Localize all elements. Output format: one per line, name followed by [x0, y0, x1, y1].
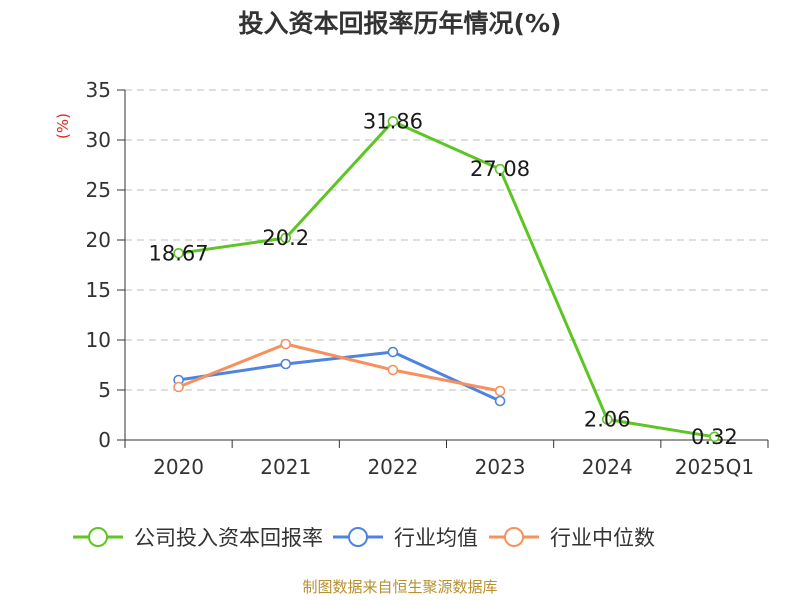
series-line	[178, 350, 501, 403]
data-point	[280, 232, 292, 244]
legend: 公司投入资本回报率 行业均值 行业中位数	[73, 526, 655, 550]
legend-marker	[504, 527, 524, 547]
data-label: 27.08	[470, 157, 530, 181]
data-point	[173, 248, 184, 259]
axes: 0 5 10 15 20 25 30 35 2020 2021 2022 2023 2024 2025Q1…	[54, 78, 769, 479]
x-tick-label: 2022	[367, 455, 418, 479]
x-tick-label: 2024	[582, 455, 633, 479]
data-label: 0.32	[691, 425, 738, 449]
chart-title: 投入资本回报率历年情况(%)	[238, 9, 562, 38]
data-point	[280, 358, 292, 370]
y-tick-label: 35	[86, 78, 111, 102]
legend-label: 行业中位数	[550, 526, 655, 550]
data-label: 31.86	[363, 109, 423, 133]
x-tick-label: 2025Q1	[675, 455, 754, 479]
y-tick-label: 15	[86, 278, 111, 302]
data-point	[494, 163, 506, 175]
series-lines	[173, 116, 720, 443]
data-point	[173, 381, 184, 393]
x-tick-label: 2020	[153, 455, 204, 479]
data-label: 18.67	[149, 241, 209, 265]
y-tick-label: 30	[86, 128, 111, 152]
grid-lines	[125, 89, 768, 391]
y-tick-label: 20	[86, 228, 111, 252]
series-line	[178, 119, 715, 439]
data-point	[709, 431, 720, 443]
legend-label: 行业均值	[394, 526, 478, 550]
data-point	[280, 338, 292, 350]
series-line	[178, 342, 501, 393]
legend-marker	[88, 527, 108, 547]
y-tick-label: 25	[86, 178, 111, 202]
y-tick-label: 10	[86, 328, 111, 352]
y-tick-label: 5	[98, 378, 111, 402]
data-label: 20.2	[262, 226, 309, 250]
y-axis-label: (%)	[54, 113, 72, 139]
source-note: 制图数据来自恒生聚源数据库	[302, 578, 498, 596]
legend-marker	[348, 527, 368, 547]
data-labels: 18.67 20.2 31.86 27.08 2.06 0.32	[149, 109, 738, 448]
data-point	[387, 364, 399, 376]
data-point	[387, 346, 399, 358]
data-point	[387, 116, 399, 127]
legend-label: 公司投入资本回报率	[134, 526, 323, 550]
data-point	[494, 385, 506, 397]
data-label: 2.06	[584, 407, 631, 431]
y-tick-label: 0	[98, 428, 111, 452]
data-point	[601, 414, 613, 425]
data-point	[494, 395, 506, 407]
x-tick-label: 2023	[475, 455, 526, 479]
x-tick-label: 2021	[260, 455, 311, 479]
